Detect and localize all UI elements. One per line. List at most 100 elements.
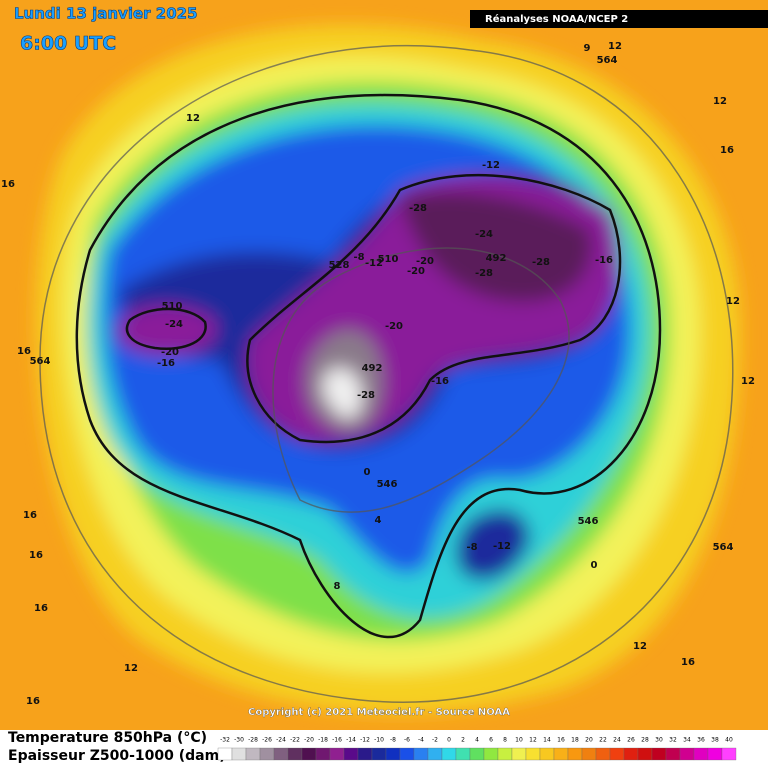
legend-swatch — [469, 747, 485, 761]
map-label: -20 — [407, 266, 425, 277]
legend-swatch — [357, 747, 373, 761]
legend-swatch — [553, 747, 569, 761]
map-label: -28 — [357, 390, 375, 401]
temperature-field — [36, 25, 740, 713]
legend-tick-label: 22 — [599, 737, 607, 744]
legend-swatch — [539, 747, 555, 761]
legend-tick-label: 14 — [543, 737, 551, 744]
contours — [75, 93, 662, 639]
map-label: 0 — [591, 560, 598, 571]
map-label: 0 — [364, 467, 371, 478]
map-label: 12 — [713, 96, 727, 107]
legend-tick-label: 36 — [697, 737, 705, 744]
map-label: 4 — [375, 515, 382, 526]
legend-tick-label: -28 — [248, 737, 258, 744]
map-label: -28 — [475, 268, 493, 279]
legend-scale: -32 -30 -28 -26 -24 -22 -20 -18 -16 -14 -12 -10 -8 -6… — [217, 737, 737, 761]
map-label: 492 — [486, 253, 507, 264]
map-label: 9 — [584, 43, 591, 54]
legend-tick-label: -2 — [432, 737, 438, 744]
map-label: 16 — [1, 179, 15, 190]
map-label: 16 — [29, 550, 43, 561]
map-label: 16 — [720, 145, 734, 156]
map-label: 510 — [378, 254, 399, 265]
legend-tick-label: -16 — [332, 737, 342, 744]
legend-swatch — [343, 747, 359, 761]
legend-swatch — [623, 747, 639, 761]
thickness-lines — [39, 45, 734, 703]
legend-tick-label: 2 — [461, 737, 465, 744]
map-label: 492 — [362, 363, 383, 374]
legend-tick-label: -20 — [304, 737, 314, 744]
legend-swatch — [231, 747, 247, 761]
legend-tick-label: 8 — [503, 737, 507, 744]
map-label: 12 — [633, 641, 647, 652]
legend-tick-label: -26 — [262, 737, 272, 744]
legend-tick-label: 12 — [529, 737, 537, 744]
legend-swatch — [441, 747, 457, 761]
map-label: 564 — [713, 542, 734, 553]
map-label: -16 — [595, 255, 613, 266]
legend-tick-label: 38 — [711, 737, 719, 744]
legend-tick-label: -12 — [360, 737, 370, 744]
map-label: 12 — [726, 296, 740, 307]
legend-tick-label: 24 — [613, 737, 621, 744]
legend-tick-label: -8 — [390, 737, 396, 744]
map-label: -12 — [493, 541, 511, 552]
source-bar — [470, 10, 768, 28]
legend-swatch — [385, 747, 401, 761]
map-label: -28 — [409, 203, 427, 214]
map-label: -20 — [161, 347, 179, 358]
map-label: 16 — [34, 603, 48, 614]
legend-swatch — [287, 747, 303, 761]
legend-swatch — [511, 747, 527, 761]
legend-tick-label: 0 — [447, 737, 451, 744]
map-label: -8 — [353, 252, 364, 263]
legend-swatch — [679, 747, 695, 761]
legend-swatch — [651, 747, 667, 761]
legend-tick-label: 18 — [571, 737, 579, 744]
map-label: 564 — [597, 55, 618, 66]
map-label: 510 — [162, 301, 183, 312]
map-label: -20 — [416, 256, 434, 267]
legend-swatch — [427, 747, 443, 761]
legend-swatch — [665, 747, 681, 761]
legend-swatch — [567, 747, 583, 761]
legend-tick-label: 28 — [641, 737, 649, 744]
legend-tick-label: -4 — [418, 737, 424, 744]
legend-swatch — [525, 747, 541, 761]
legend-swatch — [637, 747, 653, 761]
map-label: 546 — [578, 516, 599, 527]
credit: Copyright (c) 2021 Meteociel.fr - Source… — [248, 707, 510, 718]
legend-swatch — [497, 747, 513, 761]
map-label: -12 — [365, 258, 383, 269]
legend-swatch — [455, 747, 471, 761]
map-label: 16 — [17, 346, 31, 357]
map-label: 12 — [741, 376, 755, 387]
source: Réanalyses NOAA/NCEP 2 — [485, 13, 628, 25]
legend-tick-label: 10 — [515, 737, 523, 744]
map-label: -24 — [165, 319, 183, 330]
map-label: 16 — [26, 696, 40, 707]
map-label: -16 — [157, 358, 175, 369]
map-label: -8 — [466, 542, 477, 553]
legend-swatch — [301, 747, 317, 761]
legend-tick-label: 4 — [475, 737, 479, 744]
map-label: -28 — [532, 257, 550, 268]
legend-tick-label: -6 — [404, 737, 410, 744]
map-label: 16 — [681, 657, 695, 668]
legend-tick-label: -10 — [374, 737, 384, 744]
legend-swatch — [259, 747, 275, 761]
legend-swatch — [581, 747, 597, 761]
legend-swatch — [399, 747, 415, 761]
map-label: -16 — [431, 376, 449, 387]
legend-tick-label: 20 — [585, 737, 593, 744]
legend-swatch — [707, 747, 723, 761]
legend-tick-label: -24 — [276, 737, 286, 744]
map-label: 12 — [608, 41, 622, 52]
legend-swatch — [595, 747, 611, 761]
legend-swatch — [721, 747, 737, 761]
legend-swatch — [329, 747, 345, 761]
legend-swatch — [315, 747, 331, 761]
